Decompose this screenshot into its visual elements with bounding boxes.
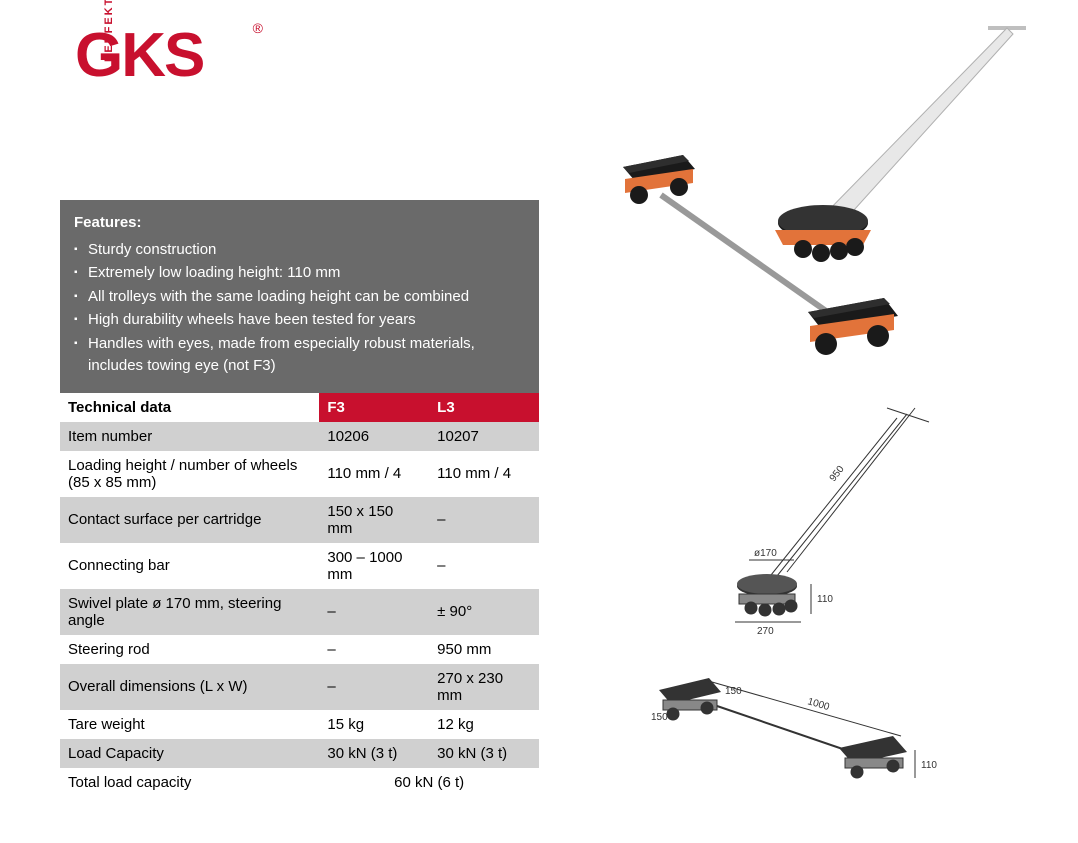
row-label: Overall dimensions (L x W) bbox=[60, 664, 319, 710]
row-label: Tare weight bbox=[60, 710, 319, 739]
row-value: – bbox=[429, 543, 539, 589]
technical-drawing: 950 ø170 270 110 bbox=[639, 400, 959, 810]
table-row: Overall dimensions (L x W)–270 x 230 mm bbox=[60, 664, 539, 710]
features-panel: Features: Sturdy construction Extremely … bbox=[60, 200, 539, 393]
feature-item: All trolleys with the same loading heigh… bbox=[74, 286, 525, 309]
feature-item: High durability wheels have been tested … bbox=[74, 309, 525, 332]
dim-270: 270 bbox=[757, 626, 774, 637]
row-value: 300 – 1000 mm bbox=[319, 543, 429, 589]
row-value: 10206 bbox=[319, 422, 429, 451]
table-row: Steering rod–950 mm bbox=[60, 635, 539, 664]
row-value: – bbox=[319, 664, 429, 710]
row-label: Steering rod bbox=[60, 635, 319, 664]
brand-subbrand: PERFEKT bbox=[103, 0, 115, 62]
dim-150a: 150 bbox=[651, 712, 668, 723]
row-label: Item number bbox=[60, 422, 319, 451]
table-row: Tare weight15 kg12 kg bbox=[60, 710, 539, 739]
brand-name: GKS bbox=[75, 21, 203, 90]
row-label: Connecting bar bbox=[60, 543, 319, 589]
product-photo bbox=[593, 20, 1033, 380]
table-row: Swivel plate ø 170 mm, steering angle–± … bbox=[60, 589, 539, 635]
dim-110: 110 bbox=[817, 594, 833, 605]
features-title: Features: bbox=[74, 212, 525, 235]
table-row: Connecting bar300 – 1000 mm– bbox=[60, 543, 539, 589]
table-row-total: Total load capacity60 kN (6 t) bbox=[60, 768, 539, 797]
row-value: 110 mm / 4 bbox=[429, 451, 539, 497]
dim-diameter: ø170 bbox=[754, 548, 777, 559]
row-label: Swivel plate ø 170 mm, steering angle bbox=[60, 589, 319, 635]
features-list: Sturdy construction Extremely low loadin… bbox=[74, 239, 525, 378]
row-value: 950 mm bbox=[429, 635, 539, 664]
row-value: 270 x 230 mm bbox=[429, 664, 539, 710]
table-row: Load Capacity30 kN (3 t)30 kN (3 t) bbox=[60, 739, 539, 768]
brand-logo: GKS ® PERFEKT bbox=[75, 20, 245, 110]
table-header-l3: L3 bbox=[429, 393, 539, 422]
feature-item: Extremely low loading height: 110 mm bbox=[74, 262, 525, 285]
row-label: Loading height / number of wheels (85 x … bbox=[60, 451, 319, 497]
row-value: 30 kN (3 t) bbox=[319, 739, 429, 768]
row-value: ± 90° bbox=[429, 589, 539, 635]
table-body: Item number1020610207Loading height / nu… bbox=[60, 422, 539, 797]
registered-mark: ® bbox=[253, 20, 263, 36]
dim-110b: 110 bbox=[921, 760, 937, 771]
row-value: 110 mm / 4 bbox=[319, 451, 429, 497]
row-label: Contact surface per cartridge bbox=[60, 497, 319, 543]
row-value: 150 x 150 mm bbox=[319, 497, 429, 543]
dim-150b: 150 bbox=[725, 686, 742, 697]
feature-item: Handles with eyes, made from especially … bbox=[74, 333, 525, 378]
row-value: 30 kN (3 t) bbox=[429, 739, 539, 768]
row-value: – bbox=[429, 497, 539, 543]
row-value: 12 kg bbox=[429, 710, 539, 739]
table-header-f3: F3 bbox=[319, 393, 429, 422]
dim-1000: 1000 bbox=[806, 696, 831, 713]
table-header-label: Technical data bbox=[60, 393, 319, 422]
feature-item: Sturdy construction bbox=[74, 239, 525, 262]
row-value: 10207 bbox=[429, 422, 539, 451]
total-value: 60 kN (6 t) bbox=[319, 768, 539, 797]
total-label: Total load capacity bbox=[60, 768, 319, 797]
dim-950: 950 bbox=[828, 464, 847, 484]
table-row: Loading height / number of wheels (85 x … bbox=[60, 451, 539, 497]
row-value: – bbox=[319, 589, 429, 635]
row-value: 15 kg bbox=[319, 710, 429, 739]
table-row: Item number1020610207 bbox=[60, 422, 539, 451]
row-label: Load Capacity bbox=[60, 739, 319, 768]
technical-data-table: Technical data F3 L3 Item number10206102… bbox=[60, 393, 539, 797]
row-value: – bbox=[319, 635, 429, 664]
table-row: Contact surface per cartridge150 x 150 m… bbox=[60, 497, 539, 543]
